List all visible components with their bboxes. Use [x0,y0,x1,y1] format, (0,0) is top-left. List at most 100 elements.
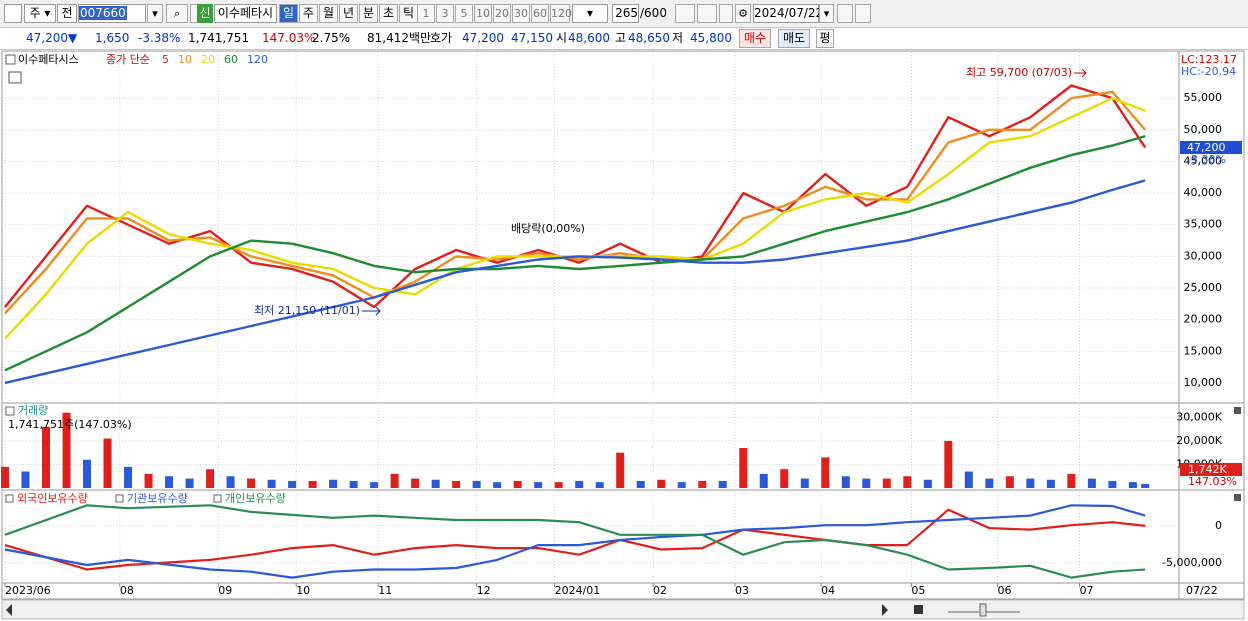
interval-button[interactable]: 1 [417,4,435,23]
interval-button[interactable]: 30 [512,4,530,23]
volume-bar [42,426,51,488]
volume-bar [288,480,297,488]
volume-bar [1141,483,1150,488]
volume-bar [513,480,522,488]
volume-bar [1087,478,1096,488]
search-button[interactable]: ⌕ [166,4,188,23]
period-button[interactable]: 년 [339,4,358,23]
date-input[interactable]: 2024/07/22 [753,4,823,23]
y-tick-label: 40,000 [1184,186,1223,199]
volume-bar [575,480,584,488]
legend-entry: 외국인보유수량 [17,492,88,505]
bid: 47,150 [511,31,553,45]
turnover: 2.75% [312,31,351,45]
period-button[interactable]: 분 [359,4,378,23]
volume-bar [206,469,215,488]
y-tick-label: 30,000K [1176,410,1222,423]
period-button[interactable]: 주 [299,4,318,23]
volume-bar [1026,478,1035,488]
volume-bar [595,482,604,488]
series-line [4,179,1146,385]
y-tick-label: 10,000 [1184,376,1223,389]
x-tick-label: 03 [735,584,749,597]
period-button[interactable]: 초 [379,4,398,23]
count-input[interactable]: 265 [612,4,639,23]
volume-bar [390,473,399,488]
settings-button[interactable]: ⚙ [735,4,751,23]
volume-bar [185,478,194,488]
annotation: 최고 59,700 (07/03) [966,66,1072,79]
volume-bar [472,480,481,488]
avg-button[interactable]: 평 [816,29,834,48]
code-input[interactable]: 007660 [78,4,146,23]
series-line [4,504,1146,579]
volume-bar [841,476,850,488]
buy-button[interactable]: 매수 [739,29,771,48]
volume-bar [944,440,953,488]
legend-entry: 5 [162,53,169,66]
interval-button[interactable]: 20 [493,4,511,23]
volume-bar [226,476,235,488]
ask: 47,200 [462,31,504,45]
tool-button[interactable] [855,4,871,23]
last-change: -3.38% [1187,153,1226,166]
interval-button[interactable]: 10 [474,4,492,23]
x-tick-label: 11 [378,584,392,597]
x-last-date: 07/22 [1186,584,1218,597]
save-button[interactable] [719,4,733,23]
volume: 1,741,751 [188,31,250,45]
menu-icon[interactable] [4,4,22,23]
volume-bar [739,448,748,488]
annotation-arrow [362,306,381,316]
x-tick-label: 10 [296,584,310,597]
market: 주 [29,6,41,20]
volume-bar [862,478,871,488]
interval-button[interactable]: 3 [436,4,454,23]
volume-bar [165,476,174,488]
prev-button[interactable]: 전 [57,4,77,23]
x-tick-label: 04 [821,584,835,597]
volume-bar [349,480,358,488]
legend-entry: 60 [224,53,238,66]
interval-button[interactable]: 120 [550,4,572,23]
volume-bar [718,480,727,488]
interval-button[interactable]: 5 [455,4,473,23]
legend-title: 종가 단순 [106,53,150,66]
lc-label: LC:123.17 [1181,53,1237,66]
date-dropdown[interactable]: ▾ [819,4,834,23]
unit-select[interactable]: ▾ [572,4,608,23]
legend-entry: 20 [201,53,215,66]
x-tick-label: 05 [911,584,925,597]
volume-bar [677,482,686,488]
period-button[interactable]: 월 [319,4,338,23]
volume-bar [800,478,809,488]
x-tick-label: 06 [998,584,1012,597]
volume-bar [1,466,9,488]
period-button[interactable]: 틱 [399,4,418,23]
volume-bar [964,471,973,488]
table-icon [8,71,22,84]
annotation-arrow [1074,68,1087,78]
code: 007660 [79,6,127,20]
high: 48,650 [628,31,670,45]
code-dropdown[interactable]: ▾ [147,4,163,23]
volume-bar [759,473,768,488]
tool-button[interactable] [675,4,695,23]
period-button[interactable]: 일 [279,4,298,23]
legend-icon [115,494,124,503]
sell-button[interactable]: 매도 [778,29,810,48]
panel-subtitle: 1,741,751주(147.03%) [8,418,132,431]
y-tick-label: 15,000 [1184,344,1223,357]
volume-bar [452,480,461,488]
annotation: 최저 21,150 (11/01) [254,304,360,317]
interval-button[interactable]: 60 [531,4,549,23]
tool-button[interactable] [837,4,853,23]
volume-bar [370,482,379,488]
tool-button[interactable] [697,4,717,23]
market-select[interactable]: 주 ▾ [24,4,56,23]
x-tick-label: 07 [1080,584,1094,597]
low-label: 저 [672,31,684,45]
volume-bar [1067,473,1076,488]
